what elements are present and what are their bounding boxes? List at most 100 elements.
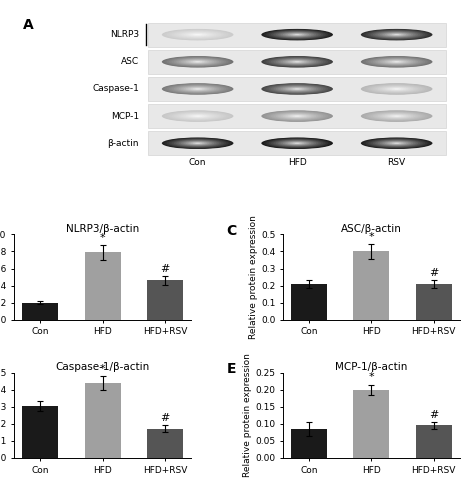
Ellipse shape <box>285 33 309 37</box>
Ellipse shape <box>380 113 413 119</box>
Ellipse shape <box>186 114 210 118</box>
Ellipse shape <box>164 138 231 148</box>
Ellipse shape <box>264 56 330 67</box>
Ellipse shape <box>174 31 221 39</box>
Ellipse shape <box>390 34 404 36</box>
Ellipse shape <box>361 83 432 94</box>
Ellipse shape <box>181 32 214 37</box>
Ellipse shape <box>273 112 321 120</box>
Ellipse shape <box>373 31 420 39</box>
Text: *: * <box>100 232 105 242</box>
Ellipse shape <box>169 84 226 94</box>
Ellipse shape <box>288 87 307 91</box>
Ellipse shape <box>285 114 309 118</box>
Ellipse shape <box>285 141 309 145</box>
Ellipse shape <box>169 111 226 120</box>
Ellipse shape <box>183 141 212 146</box>
Ellipse shape <box>176 58 219 65</box>
Ellipse shape <box>392 61 401 63</box>
Ellipse shape <box>361 29 432 40</box>
Bar <box>353 252 390 320</box>
Ellipse shape <box>373 112 420 120</box>
Title: NLRP3/β-actin: NLRP3/β-actin <box>66 224 139 234</box>
Ellipse shape <box>273 31 321 39</box>
Ellipse shape <box>387 87 406 91</box>
Ellipse shape <box>186 141 210 145</box>
Ellipse shape <box>169 139 226 148</box>
Ellipse shape <box>292 88 302 90</box>
Ellipse shape <box>191 115 205 117</box>
Ellipse shape <box>365 84 428 94</box>
Text: #: # <box>160 414 170 423</box>
Bar <box>416 426 452 458</box>
Ellipse shape <box>392 88 401 90</box>
Ellipse shape <box>394 116 399 117</box>
Ellipse shape <box>188 115 207 118</box>
Ellipse shape <box>392 34 401 35</box>
Ellipse shape <box>285 60 309 64</box>
Ellipse shape <box>266 30 328 40</box>
Ellipse shape <box>288 60 307 63</box>
Ellipse shape <box>390 61 404 63</box>
Ellipse shape <box>176 113 219 120</box>
Ellipse shape <box>261 56 333 67</box>
Ellipse shape <box>276 85 319 93</box>
Ellipse shape <box>295 61 300 62</box>
Ellipse shape <box>378 113 416 119</box>
Ellipse shape <box>268 57 326 67</box>
Ellipse shape <box>193 34 202 35</box>
Ellipse shape <box>281 32 314 37</box>
Ellipse shape <box>261 29 333 40</box>
Ellipse shape <box>179 59 217 65</box>
Ellipse shape <box>385 141 409 145</box>
Ellipse shape <box>181 141 214 146</box>
Ellipse shape <box>370 30 423 39</box>
Ellipse shape <box>172 30 224 39</box>
Ellipse shape <box>273 58 321 66</box>
Ellipse shape <box>365 30 428 40</box>
Ellipse shape <box>273 139 321 147</box>
Ellipse shape <box>387 60 406 63</box>
Ellipse shape <box>394 61 399 62</box>
Bar <box>84 253 121 320</box>
Ellipse shape <box>164 83 231 94</box>
Ellipse shape <box>264 138 330 148</box>
Ellipse shape <box>368 30 425 39</box>
Ellipse shape <box>373 85 420 93</box>
Text: β-actin: β-actin <box>108 139 139 148</box>
Ellipse shape <box>266 111 328 121</box>
Ellipse shape <box>368 139 425 148</box>
Ellipse shape <box>181 86 214 92</box>
Text: E: E <box>227 362 236 376</box>
Ellipse shape <box>193 88 202 90</box>
Ellipse shape <box>283 114 311 119</box>
Ellipse shape <box>195 34 200 35</box>
Ellipse shape <box>361 56 432 67</box>
Ellipse shape <box>271 85 323 93</box>
Ellipse shape <box>363 138 430 148</box>
Ellipse shape <box>278 32 316 38</box>
Ellipse shape <box>378 32 416 38</box>
Ellipse shape <box>295 34 300 35</box>
Ellipse shape <box>394 143 399 144</box>
Bar <box>22 406 58 458</box>
Ellipse shape <box>385 60 409 64</box>
Bar <box>291 429 327 458</box>
Title: ASC/β-actin: ASC/β-actin <box>341 224 402 234</box>
Ellipse shape <box>283 59 311 64</box>
Ellipse shape <box>281 113 314 119</box>
Ellipse shape <box>375 113 418 120</box>
Ellipse shape <box>183 59 212 64</box>
Ellipse shape <box>169 57 226 67</box>
Ellipse shape <box>191 88 205 90</box>
Ellipse shape <box>385 114 409 118</box>
Ellipse shape <box>288 142 307 145</box>
Ellipse shape <box>166 57 228 67</box>
Ellipse shape <box>292 34 302 35</box>
Text: Con: Con <box>189 159 206 167</box>
Ellipse shape <box>378 140 416 147</box>
Ellipse shape <box>166 111 228 121</box>
Ellipse shape <box>186 33 210 37</box>
Ellipse shape <box>261 110 333 122</box>
Ellipse shape <box>273 85 321 93</box>
